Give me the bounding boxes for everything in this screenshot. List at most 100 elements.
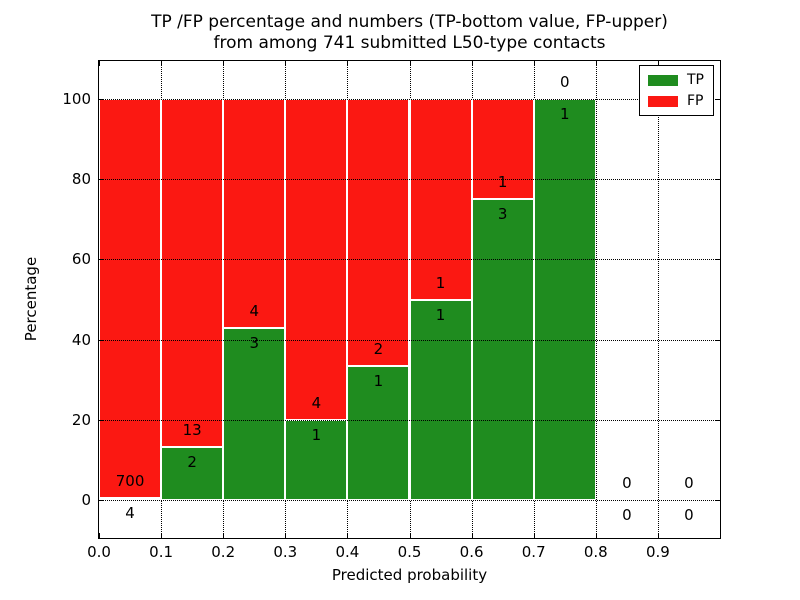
label-fp-count: 1 [497,173,508,192]
bar-fp [161,99,224,447]
label-fp-count: 4 [249,302,260,321]
x-axis-tick [285,61,287,66]
legend-item-fp: FP [648,94,704,108]
x-axis-tick [409,533,411,538]
x-tick-label: 0.0 [87,543,111,561]
grid-line-vertical [657,61,659,538]
y-axis-tick [715,500,720,501]
bar-tp [161,446,224,500]
chart-title-line2: from among 741 submitted L50-type contac… [213,33,606,53]
label-tp-count: 1 [559,105,570,123]
x-axis-tick [471,61,473,66]
y-axis-tick [99,339,104,341]
y-tick-label: 80 [71,170,91,189]
grid-line-horizontal [99,99,720,100]
x-tick-label: 0.2 [211,543,236,561]
grid-line-horizontal [99,500,720,501]
label-tp-count: 1 [311,425,322,444]
legend: TP FP [639,65,714,116]
x-tick-label: 0.6 [459,543,484,561]
x-tick-label: 0.5 [397,543,422,561]
bar-tp [99,497,162,500]
y-tick-label: 40 [71,330,91,349]
x-axis-tick [285,533,287,538]
y-axis-tick [715,259,720,261]
bar-fp [99,99,162,498]
bar-fp [223,99,286,329]
y-axis-tick [99,259,104,261]
label-tp-count: 3 [249,334,260,353]
x-axis-tick [533,533,535,538]
legend-swatch-fp-icon [648,95,678,107]
x-tick-label: 0.3 [273,543,298,561]
y-tick-label: 100 [62,90,91,108]
x-axis-tick [595,61,597,66]
label-fp-count: 4 [311,393,322,412]
x-tick-label: 0.4 [335,543,360,561]
bar-tp [471,199,534,500]
x-tick-label: 0.9 [645,543,670,561]
x-tick-label: 0.8 [583,543,608,561]
grid-line-vertical [595,61,597,538]
label-fp-count: 0 [684,474,694,492]
bar-fp [347,99,410,367]
y-axis-tick [99,99,104,100]
y-axis-tick [99,179,104,181]
x-tick-label: 0.1 [149,543,174,561]
label-tp-count: 2 [187,452,197,471]
y-tick-label: 0 [81,491,91,509]
legend-item-tp: TP [648,73,704,87]
bar-tp [223,328,286,500]
bar-tp [285,419,348,500]
label-fp-count: 1 [435,273,446,292]
x-axis-tick [657,533,659,538]
y-axis-tick [715,339,720,341]
grid-line-horizontal [99,339,720,341]
y-axis-tick [715,179,720,181]
label-tp-count: 1 [435,305,446,324]
y-axis-tick [715,99,720,100]
label-tp-count: 0 [622,506,632,524]
bar-tp [347,366,410,500]
chart-title-line1: TP /FP percentage and numbers (TP-bottom… [151,12,668,32]
bar-fp [471,99,534,200]
label-fp-count: 700 [115,471,145,490]
label-tp-count: 3 [497,205,508,224]
legend-swatch-tp-icon [648,74,678,86]
x-axis-tick [161,533,163,538]
grid-line-horizontal [99,419,720,421]
x-axis-tick [595,533,597,538]
x-axis-tick [347,533,349,538]
x-axis-tick [471,533,473,538]
label-fp-count: 2 [373,340,384,359]
y-tick-label: 60 [71,250,91,269]
x-tick-label: 0.7 [521,543,546,561]
y-tick-label: 20 [71,410,91,429]
x-axis-tick [409,61,411,66]
label-fp-count: 13 [182,420,202,439]
x-axis-tick [161,61,163,66]
label-tp-count: 1 [373,372,384,391]
legend-label-tp: TP [687,72,704,88]
x-axis-tick [223,533,225,538]
bar-tp [409,299,472,500]
x-axis-tick [99,61,100,66]
x-axis-tick [347,61,349,66]
x-axis-tick [223,61,225,66]
legend-label-fp: FP [687,93,704,109]
x-axis-label: Predicted probability [331,566,488,584]
label-tp-count: 0 [684,506,694,524]
y-axis-tick [715,419,720,421]
y-axis-tick [99,500,104,501]
plot-area: TP FP 0.0 0.1 0.2 0.3 0.4 0.5 0.6 0.7 0.8 0.9 0 20 4… [62,60,721,561]
label-tp-count: 4 [125,503,135,522]
grid-line-horizontal [99,259,720,261]
label-fp-count: 0 [622,474,632,492]
bar-tp [533,99,596,500]
x-axis-tick [657,61,659,66]
y-axis-label: Percentage [22,256,40,342]
x-axis-tick [99,533,100,538]
label-fp-count: 0 [559,73,570,91]
bar-fp [409,99,472,300]
